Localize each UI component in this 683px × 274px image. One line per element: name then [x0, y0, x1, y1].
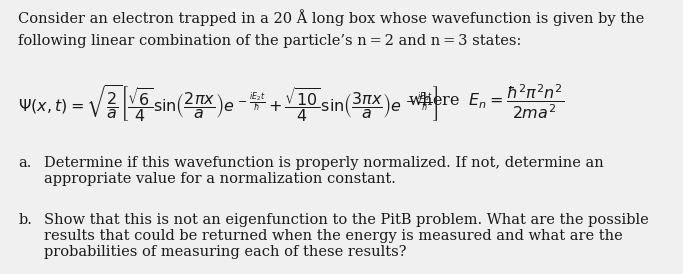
Text: Consider an electron trapped in a 20 Å long box whose wavefunction is given by t: Consider an electron trapped in a 20 Å l… [18, 10, 645, 26]
Text: Determine if this wavefunction is properly normalized. If not, determine an
appr: Determine if this wavefunction is proper… [44, 156, 604, 186]
Text: following linear combination of the particle’s n = 2 and n = 3 states:: following linear combination of the part… [18, 34, 522, 48]
Text: $\Psi(x,t)=\sqrt{\dfrac{2}{a}}\left[\dfrac{\sqrt{6}}{4}\sin\!\left(\dfrac{2\pi x: $\Psi(x,t)=\sqrt{\dfrac{2}{a}}\left[\dfr… [18, 83, 439, 124]
Text: Show that this is not an eigenfunction to the PitB problem. What are the possibl: Show that this is not an eigenfunction t… [44, 213, 649, 259]
Text: b.: b. [18, 213, 32, 227]
Text: where  $E_n=\dfrac{\hbar^2\pi^2 n^2}{2ma^2}$: where $E_n=\dfrac{\hbar^2\pi^2 n^2}{2ma^… [408, 83, 565, 121]
Text: a.: a. [18, 156, 31, 170]
